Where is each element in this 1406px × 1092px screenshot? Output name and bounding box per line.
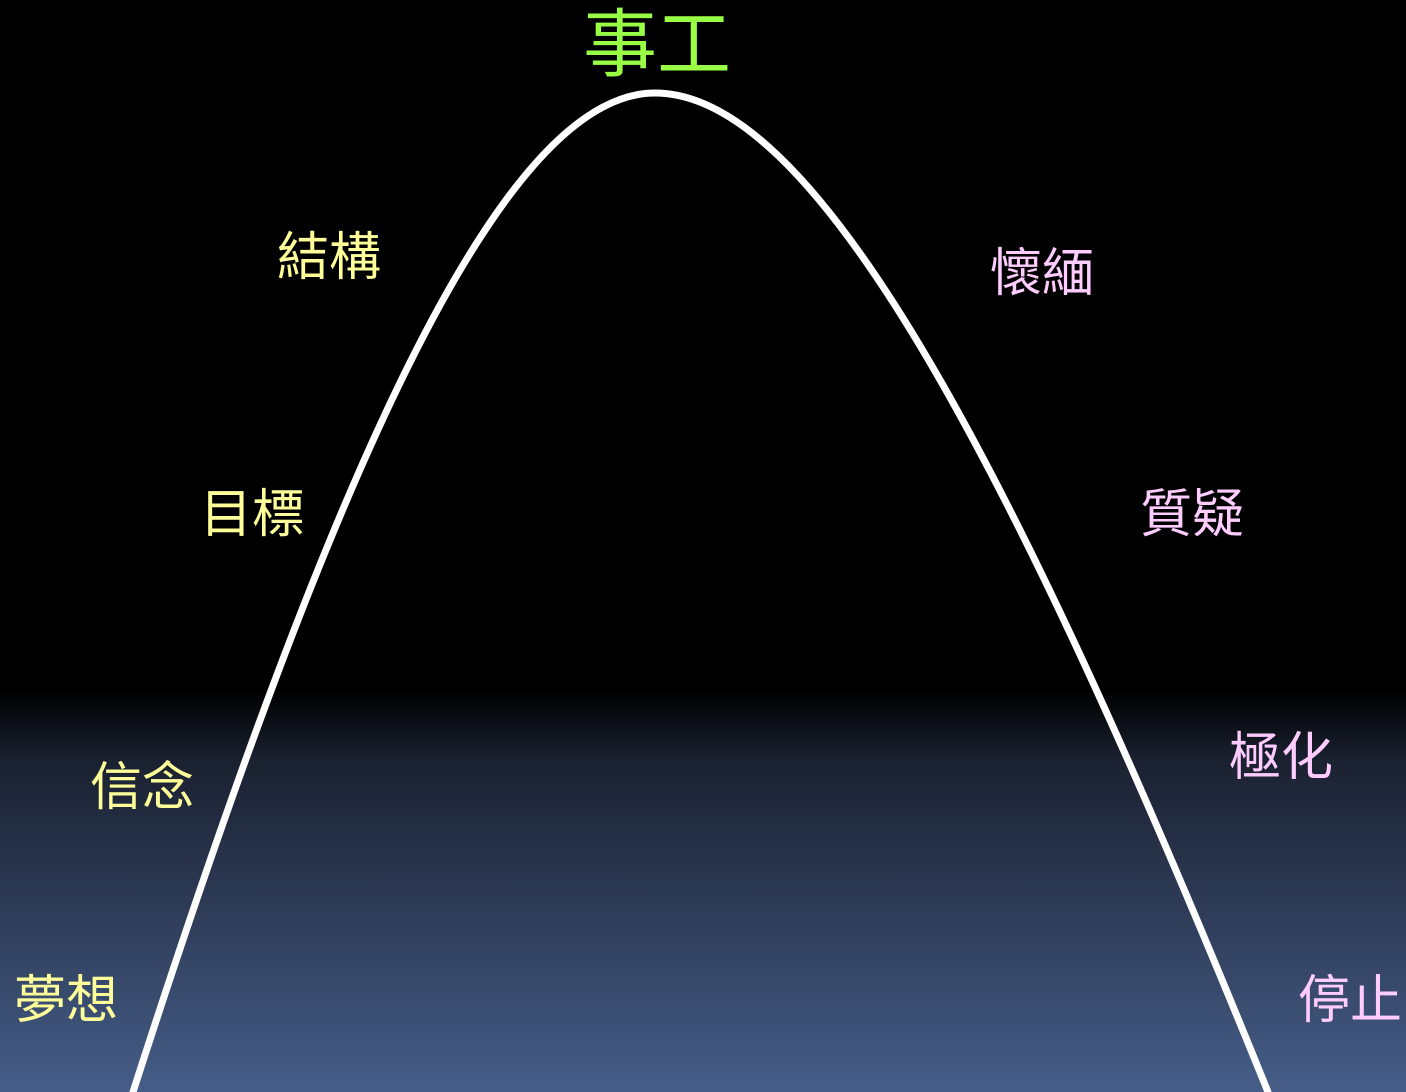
stage-label-goal: 目標: [200, 485, 305, 545]
peak-label-ministry: 事工: [583, 2, 731, 88]
stage-label-polarization: 極化: [1229, 728, 1334, 788]
stage-label-dream: 夢想: [14, 971, 119, 1031]
stage-label-stop: 停止: [1298, 971, 1403, 1031]
stage-label-belief: 信念: [90, 758, 195, 818]
stage-label-questioning: 質疑: [1140, 485, 1245, 545]
lifecycle-curve: [129, 89, 1272, 1092]
stage-label-nostalgia: 懷緬: [990, 244, 1095, 304]
stage-label-structure: 結構: [277, 228, 382, 288]
